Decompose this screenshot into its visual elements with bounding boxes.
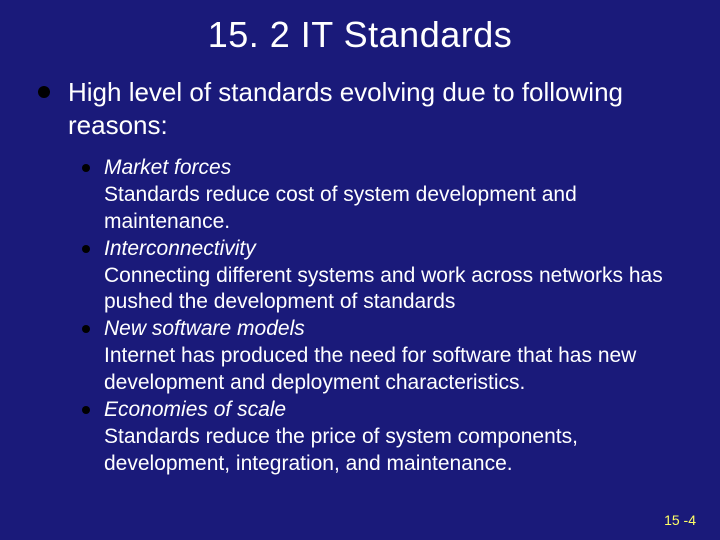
sub-content: Market forces Standards reduce cost of s… [104,155,690,236]
item-title: Market forces [104,156,231,179]
bullet-icon [82,325,90,333]
item-desc: Connecting different systems and work ac… [104,263,690,317]
slide: 15. 2 IT Standards High level of standar… [0,0,720,540]
sub-content: Interconnectivity Connecting different s… [104,236,690,317]
bullet-icon [82,245,90,253]
sub-content: Economies of scale Standards reduce the … [104,397,690,478]
item-desc: Internet has produced the need for softw… [104,343,690,397]
list-item: Market forces Standards reduce cost of s… [82,155,690,236]
list-item: Interconnectivity Connecting different s… [82,236,690,317]
item-desc: Standards reduce the price of system com… [104,424,690,478]
item-title: Economies of scale [104,398,286,421]
bullet-icon [82,406,90,414]
bullet-icon [82,164,90,172]
sub-content: New software models Internet has produce… [104,316,690,397]
item-title: New software models [104,317,305,340]
list-item: New software models Internet has produce… [82,316,690,397]
page-number: 15 -4 [664,512,696,528]
main-text: High level of standards evolving due to … [68,76,690,141]
main-bullet: High level of standards evolving due to … [30,76,690,141]
slide-title: 15. 2 IT Standards [30,14,690,56]
item-desc: Standards reduce cost of system developm… [104,182,690,236]
bullet-icon [38,86,50,98]
list-item: Economies of scale Standards reduce the … [82,397,690,478]
item-title: Interconnectivity [104,237,256,260]
sub-list: Market forces Standards reduce cost of s… [30,155,690,478]
